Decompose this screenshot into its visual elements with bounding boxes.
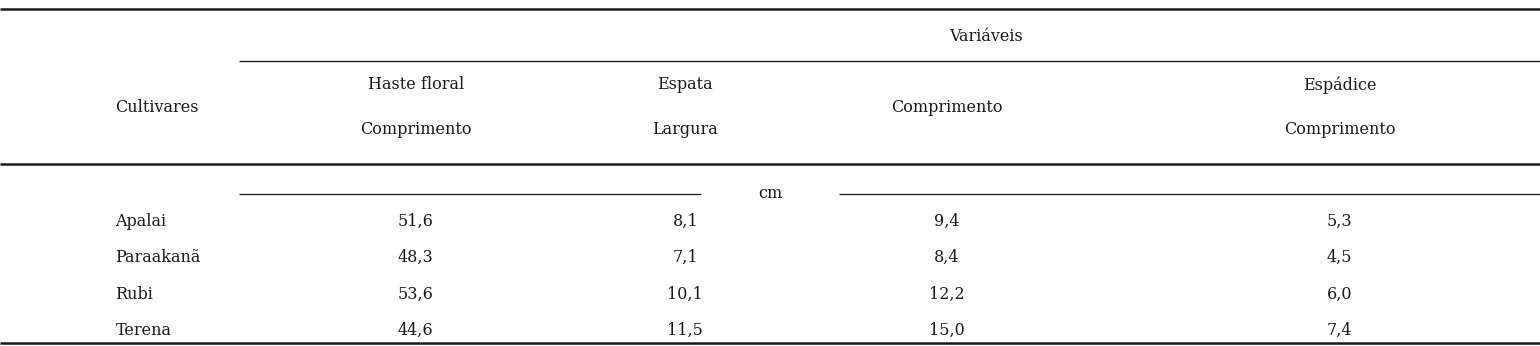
- Text: Espádice: Espádice: [1303, 76, 1377, 93]
- Text: 51,6: 51,6: [397, 213, 434, 230]
- Text: 11,5: 11,5: [667, 322, 704, 339]
- Text: Variáveis: Variáveis: [949, 28, 1023, 45]
- Text: 53,6: 53,6: [397, 285, 434, 303]
- Text: 6,0: 6,0: [1327, 285, 1352, 303]
- Text: 9,4: 9,4: [935, 213, 959, 230]
- Text: Espata: Espata: [658, 76, 713, 93]
- Text: 8,1: 8,1: [673, 213, 698, 230]
- Text: 12,2: 12,2: [929, 285, 966, 303]
- Text: cm: cm: [758, 185, 782, 202]
- Text: 4,5: 4,5: [1327, 249, 1352, 266]
- Text: 15,0: 15,0: [929, 322, 966, 339]
- Text: 7,4: 7,4: [1327, 322, 1352, 339]
- Text: 48,3: 48,3: [397, 249, 434, 266]
- Text: Comprimento: Comprimento: [360, 121, 471, 138]
- Text: Rubi: Rubi: [116, 285, 154, 303]
- Text: Cultivares: Cultivares: [116, 99, 199, 116]
- Text: 10,1: 10,1: [667, 285, 704, 303]
- Text: Comprimento: Comprimento: [892, 99, 1003, 116]
- Text: Paraakanã: Paraakanã: [116, 249, 200, 266]
- Text: Haste floral: Haste floral: [368, 76, 464, 93]
- Text: 7,1: 7,1: [673, 249, 698, 266]
- Text: Largura: Largura: [653, 121, 718, 138]
- Text: Comprimento: Comprimento: [1284, 121, 1395, 138]
- Text: Apalai: Apalai: [116, 213, 166, 230]
- Text: 5,3: 5,3: [1327, 213, 1352, 230]
- Text: Terena: Terena: [116, 322, 171, 339]
- Text: 8,4: 8,4: [935, 249, 959, 266]
- Text: 44,6: 44,6: [397, 322, 434, 339]
